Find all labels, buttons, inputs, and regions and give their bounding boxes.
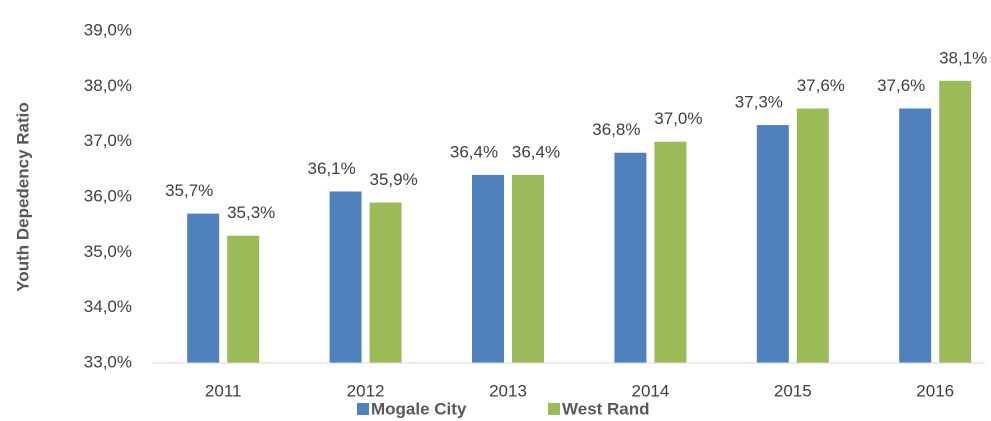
y-tick-label: 37,0% (84, 131, 132, 150)
bar (756, 125, 789, 363)
bar (512, 174, 544, 363)
legend-text: West Rand (562, 399, 650, 418)
value-label: 35,3% (227, 203, 275, 222)
value-label: 35,9% (369, 170, 417, 189)
bar (329, 191, 362, 363)
value-label: 36,4% (450, 142, 498, 161)
value-label: 35,7% (165, 181, 213, 200)
value-label: 38,1% (939, 48, 987, 67)
value-label: 36,8% (592, 120, 640, 139)
value-label: 37,6% (797, 76, 845, 95)
x-tick-label: 2011 (205, 381, 242, 400)
y-tick-label: 33,0% (84, 352, 132, 371)
value-label: 37,6% (877, 76, 925, 95)
bar (654, 141, 687, 363)
bar (472, 174, 504, 363)
legend-swatch (548, 403, 560, 415)
bar (939, 80, 972, 364)
y-tick-label: 34,0% (84, 297, 132, 316)
x-tick-label: 2013 (489, 381, 527, 400)
legend-swatch (357, 403, 369, 415)
x-tick-label: 2015 (774, 381, 812, 400)
value-label: 37,3% (735, 93, 783, 112)
bar (227, 235, 260, 363)
y-axis-title: Youth Depedency Ratio (13, 102, 32, 292)
y-tick-label: 39,0% (84, 20, 132, 39)
y-tick-label: 36,0% (84, 186, 132, 205)
x-tick-label: 2016 (916, 381, 954, 400)
bar (899, 108, 932, 363)
bar (369, 202, 402, 363)
y-tick-label: 35,0% (84, 242, 132, 261)
value-label: 36,4% (512, 142, 560, 161)
bar (614, 152, 647, 363)
y-tick-label: 38,0% (84, 76, 132, 95)
bar (796, 108, 829, 363)
x-tick-label: 2012 (347, 381, 385, 400)
legend-text: Mogale City (371, 399, 467, 418)
bar (187, 213, 220, 363)
value-label: 37,0% (654, 109, 702, 128)
value-label: 36,1% (307, 159, 355, 178)
x-tick-label: 2014 (631, 381, 669, 400)
